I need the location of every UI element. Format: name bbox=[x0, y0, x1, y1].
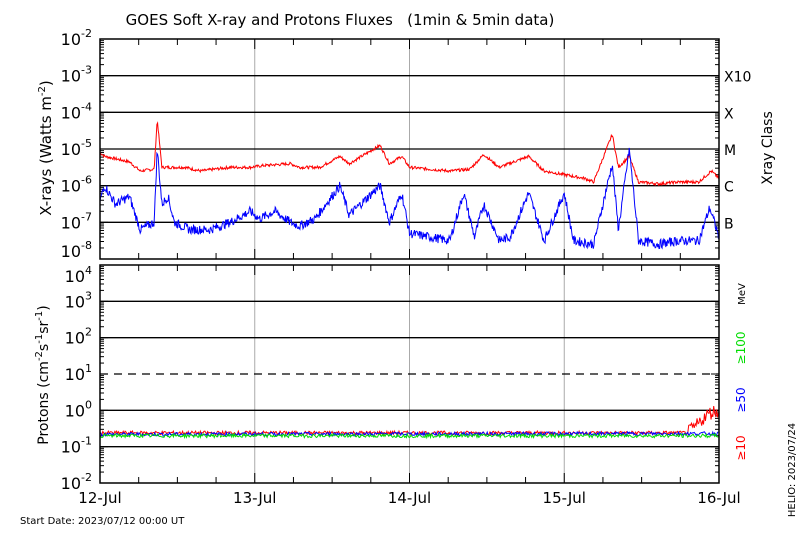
x-tick-label: 12-Jul bbox=[78, 489, 121, 507]
y-tick-label: 101 bbox=[65, 362, 92, 384]
proton-panel: 104 103 102 101 100 10-1 10-212-Jul 13-Jul 14-Ju… bbox=[61, 264, 741, 507]
plot-frame bbox=[99, 38, 720, 260]
xray-class-x10: X10 bbox=[724, 70, 751, 86]
plot-frame bbox=[99, 264, 720, 484]
xray-class-label: Xray Class bbox=[760, 111, 776, 185]
legend-50: ≥50 bbox=[734, 387, 748, 412]
y-tick-label: 10-3 bbox=[61, 64, 92, 86]
series-line-proton-2 bbox=[99, 432, 719, 440]
y-tick-label: 10-2 bbox=[61, 471, 92, 493]
y-tick-label: 102 bbox=[65, 326, 92, 348]
xray-y-label: X-rays (Watts m-2) bbox=[37, 80, 55, 215]
series-line-proton-1 bbox=[99, 430, 719, 438]
xray-class-c: C bbox=[724, 180, 734, 196]
y-tick-label: 103 bbox=[65, 289, 92, 311]
series-line-xray-0 bbox=[99, 121, 720, 187]
xray-class-m: M bbox=[724, 143, 736, 159]
helio-date: HELIO: 2023/07/24 bbox=[787, 423, 798, 517]
chart-title: GOES Soft X-ray and Protons Fluxes (1min… bbox=[126, 11, 555, 29]
y-tick-label: 10-4 bbox=[61, 100, 92, 122]
x-tick-label: 16-Jul bbox=[697, 489, 740, 507]
xray-class-b: B bbox=[724, 216, 734, 232]
x-tick-label: 14-Jul bbox=[388, 489, 431, 507]
x-tick-label: 13-Jul bbox=[233, 489, 276, 507]
legend-10: ≥10 bbox=[734, 435, 748, 460]
series-line-xray-1 bbox=[99, 147, 720, 250]
units-label: MeV bbox=[737, 283, 748, 305]
start-date: Start Date: 2023/07/12 00:00 UT bbox=[20, 516, 185, 527]
legend-100: ≥100 bbox=[734, 332, 748, 365]
y-tick-label: 10-7 bbox=[61, 210, 92, 232]
y-tick-label: 104 bbox=[65, 264, 92, 286]
y-tick-label: 10-6 bbox=[61, 174, 92, 196]
y-tick-label: 10-1 bbox=[61, 435, 92, 457]
y-tick-label: 10-5 bbox=[61, 137, 92, 159]
proton-y-label: Protons (cm-2s-1sr-1) bbox=[34, 305, 52, 444]
x-tick-label: 15-Jul bbox=[543, 489, 586, 507]
y-tick-label: 10-8 bbox=[61, 239, 92, 261]
xray-panel: 10-2 10-3 10-4 10-5 10-6 10-7 10-8 X10 X M C B bbox=[61, 27, 752, 261]
xray-class-x: X bbox=[724, 106, 734, 122]
y-tick-label: 100 bbox=[65, 398, 92, 420]
y-tick-label: 10-2 bbox=[61, 27, 92, 49]
